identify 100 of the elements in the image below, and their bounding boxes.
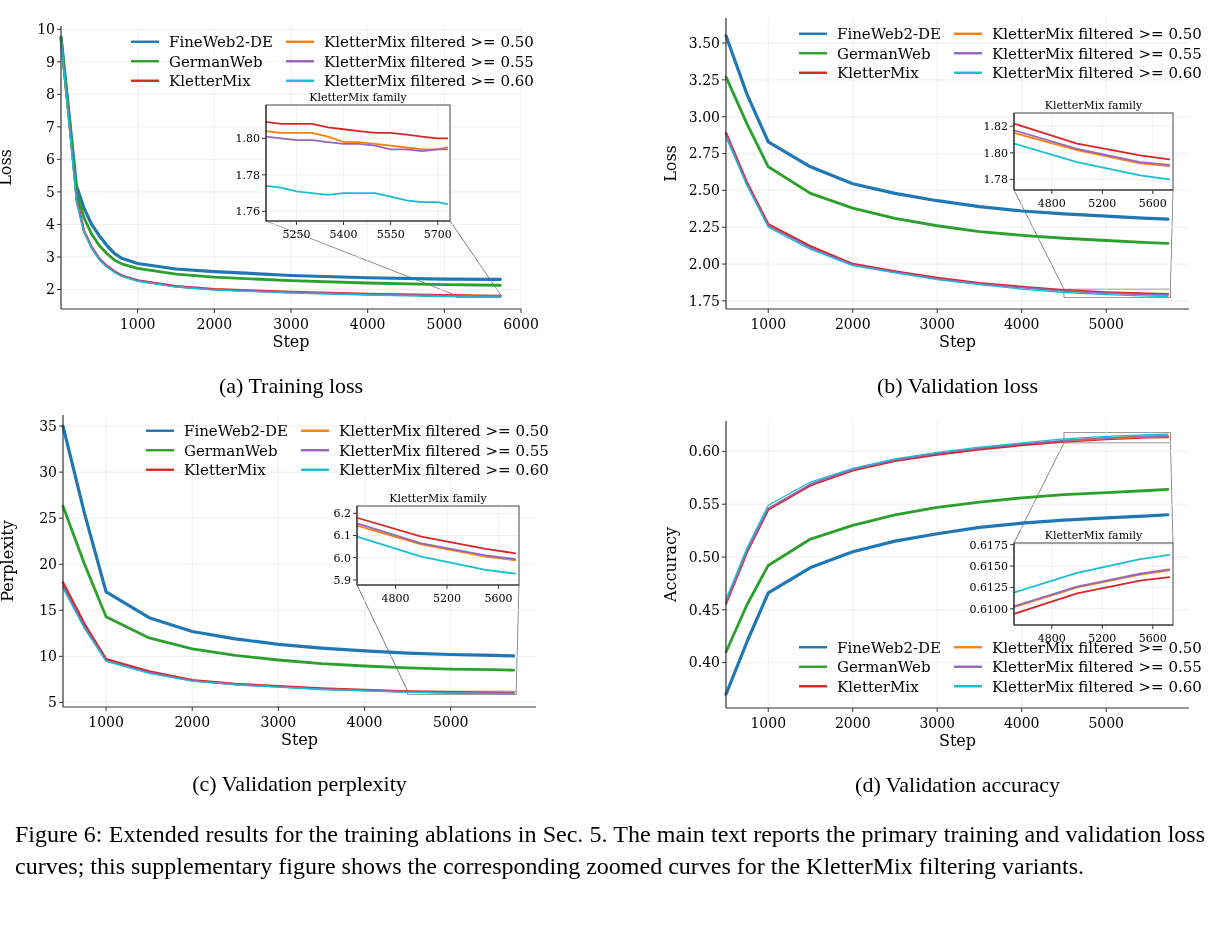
y-tick-label: 2.75	[688, 145, 720, 162]
y-axis-title: Accuracy	[661, 527, 680, 603]
y-tick-label: 7	[46, 118, 55, 135]
line-series	[265, 184, 449, 205]
y-tick-label: 2.50	[688, 182, 720, 199]
legend-label: FineWeb2-DE	[837, 25, 942, 43]
y-tick-label: 5	[48, 694, 57, 711]
y-tick-label: 0.55	[688, 496, 720, 513]
line-series	[1013, 122, 1171, 161]
x-tick-label: 4000	[1003, 715, 1040, 731]
legend-label: FineWeb2-DE	[184, 422, 289, 440]
text: (d) Validation accuracy	[855, 772, 1060, 797]
y-tick-label: 4	[46, 216, 56, 233]
y-tick-label: 1.82	[983, 120, 1008, 134]
legend-label: GermanWeb	[184, 441, 278, 460]
y-tick-label: 8	[46, 86, 55, 103]
x-tick-label: 5700	[423, 228, 452, 241]
x-tick-label: 5000	[1088, 715, 1125, 731]
chart-title: KletterMix family	[389, 492, 488, 505]
line-series	[1013, 576, 1171, 615]
x-tick-label: 4800	[381, 592, 410, 605]
legend-label: FineWeb2-DE	[169, 33, 274, 51]
legend-label: KletterMix filtered >= 0.55	[339, 441, 549, 460]
legend-label: KletterMix filtered >= 0.55	[324, 52, 534, 71]
legend-label: GermanWeb	[169, 52, 263, 71]
legend-label: KletterMix	[837, 677, 920, 696]
x-tick-label: 3000	[919, 316, 956, 332]
chart-title: KletterMix family	[1044, 529, 1144, 542]
y-tick-label: 3.50	[688, 34, 720, 51]
x-tick-label: 5250	[282, 228, 311, 241]
x-tick-label: 4000	[349, 316, 386, 332]
x-axis-title: Step	[938, 332, 977, 351]
x-tick-label: 6000	[503, 316, 539, 332]
y-tick-label: 0.6150	[969, 559, 1008, 573]
y-tick-label: 6.0	[333, 551, 351, 565]
line-series	[265, 130, 449, 151]
legend-label: KletterMix filtered >= 0.50	[992, 25, 1202, 43]
x-tick-label: 5550	[376, 228, 405, 241]
x-tick-label: 2000	[834, 316, 871, 332]
legend-label: KletterMix filtered >= 0.55	[992, 44, 1202, 63]
x-axis-title: Step	[272, 332, 310, 351]
x-tick-label: 1000	[88, 714, 124, 730]
y-tick-label: 30	[39, 464, 57, 481]
legend-label: GermanWeb	[837, 658, 931, 676]
line-series	[724, 488, 1170, 654]
y-tick-label: 1.75	[688, 292, 720, 309]
y-tick-label: 9	[46, 53, 55, 70]
legend-label: KletterMix filtered >= 0.60	[992, 677, 1202, 696]
x-tick-label: 5600	[1138, 632, 1167, 645]
y-tick-label: 10	[37, 21, 55, 38]
y-tick-label: 2.25	[688, 219, 720, 236]
y-tick-label: 6.1	[333, 529, 351, 543]
legend-label: KletterMix	[184, 461, 267, 479]
x-tick-label: 1000	[119, 316, 156, 332]
y-tick-label: 3	[46, 248, 55, 265]
chart-title: KletterMix family	[309, 91, 408, 104]
y-tick-label: 2.00	[688, 255, 720, 272]
y-axis-title: Perplexity	[0, 520, 17, 602]
x-tick-label: 5400	[329, 228, 358, 241]
y-tick-label: 5.9	[333, 573, 351, 587]
y-tick-label: 3.25	[688, 71, 720, 88]
line-series	[265, 121, 449, 140]
y-tick-label: 1.78	[983, 173, 1008, 187]
y-tick-label: 25	[39, 510, 57, 527]
legend-label: KletterMix filtered >= 0.60	[339, 461, 549, 479]
caption: Figure 6: Extended results for the training ablations in Sec. 5. The main text reports the primary training and validation loss curves; this supplementary figure shows the corresponding zoomed curves for the KletterMix filtering variants.	[15, 820, 1205, 881]
y-tick-label: 1.76	[235, 205, 260, 219]
x-axis-title: Step	[280, 730, 319, 749]
x-tick-label: 5200	[1088, 197, 1117, 210]
x-tick-label: 3000	[919, 715, 956, 731]
line-series	[61, 504, 516, 672]
x-tick-label: 2000	[196, 316, 233, 332]
y-tick-label: 0.6100	[969, 602, 1008, 616]
y-tick-label: 0.50	[688, 548, 720, 565]
legend-label: GermanWeb	[837, 44, 931, 63]
x-tick-label: 3000	[260, 714, 297, 730]
x-tick-label: 5000	[1088, 316, 1125, 332]
y-tick-label: 6	[46, 151, 56, 168]
line-series	[356, 535, 517, 575]
legend-label: KletterMix filtered >= 0.60	[992, 64, 1202, 82]
line-series	[724, 513, 1170, 696]
y-tick-label: 10	[39, 648, 57, 665]
y-tick-label: 15	[39, 602, 57, 619]
y-tick-label: 5	[46, 183, 55, 200]
legend-label: KletterMix filtered >= 0.50	[339, 422, 549, 440]
y-axis-title: Loss	[0, 149, 15, 186]
legend-label: FineWeb2-DE	[837, 638, 942, 657]
y-tick-label: 2	[46, 281, 55, 298]
y-tick-label: 0.40	[688, 654, 720, 671]
line-series	[61, 424, 516, 658]
line-series	[265, 135, 449, 153]
y-axis-title: Loss	[661, 145, 680, 182]
y-tick-label: 1.80	[235, 132, 260, 146]
x-tick-label: 4000	[1003, 316, 1040, 332]
x-tick-label: 4800	[1037, 197, 1066, 210]
text: (c) Validation perplexity	[192, 771, 407, 796]
x-tick-label: 5000	[432, 714, 469, 730]
x-tick-label: 1000	[750, 316, 787, 332]
y-tick-label: 1.78	[235, 168, 260, 182]
line-series	[1013, 554, 1171, 594]
